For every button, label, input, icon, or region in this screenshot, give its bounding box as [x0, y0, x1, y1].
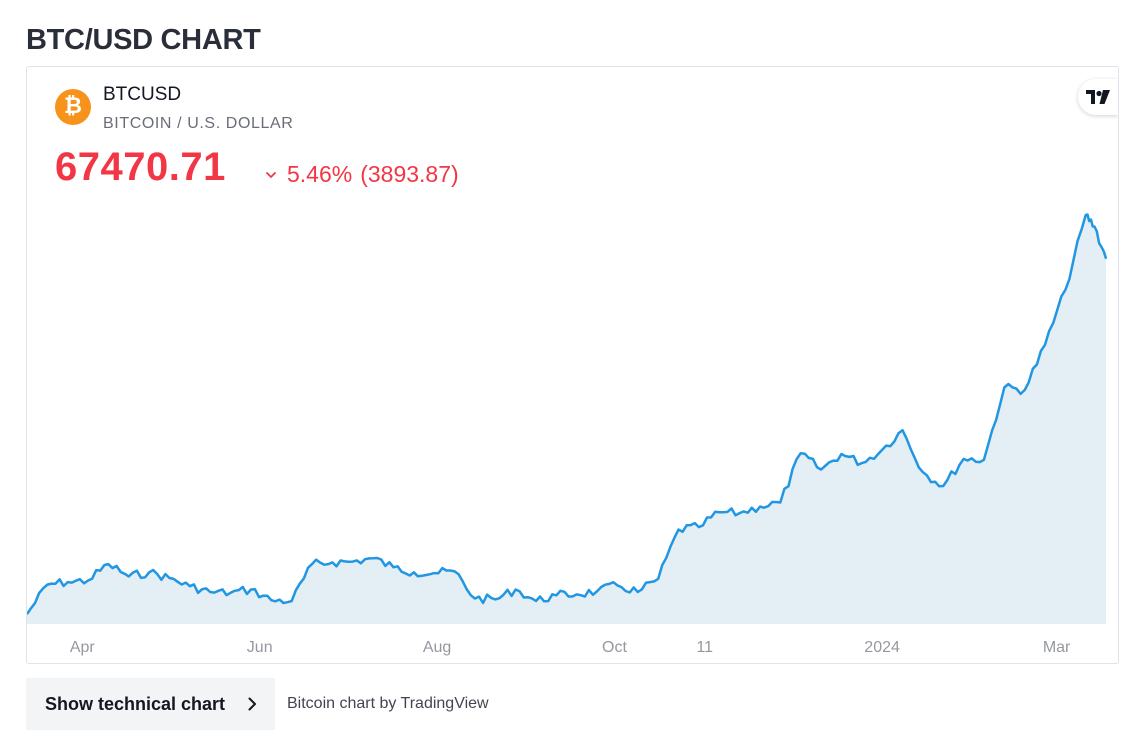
change-value: (3893.87) — [360, 161, 459, 187]
bitcoin-icon: ₿ — [55, 89, 91, 125]
x-tick-label: Mar — [1043, 639, 1071, 656]
change-percent: 5.46% — [287, 161, 353, 187]
symbol-description: BITCOIN / U.S. DOLLAR — [103, 115, 294, 132]
symbol-name[interactable]: BTCUSD — [103, 84, 182, 105]
price-change: 5.46% (3893.87) — [265, 161, 459, 188]
tradingview-credit-link[interactable]: Bitcoin chart by TradingView — [287, 695, 489, 712]
x-axis-ticks: Apr Jun Aug Oct 11 2024 Mar — [70, 639, 1071, 656]
tradingview-logo-icon[interactable] — [1078, 79, 1118, 115]
x-tick-label: Aug — [423, 639, 451, 656]
chart-widget[interactable]: Apr Jun Aug Oct 11 2024 Mar ₿ BTCUSD BITCOIN /… — [26, 66, 1119, 664]
x-tick-label: Jun — [247, 639, 273, 656]
price-area-fill — [27, 214, 1107, 624]
page-title: BTC/USD CHART — [26, 24, 261, 56]
price-line — [27, 213, 1108, 615]
x-tick-label: Oct — [602, 639, 627, 656]
x-tick-label: 2024 — [864, 639, 900, 656]
tech-button-label: Show technical chart — [45, 693, 226, 714]
show-technical-chart-button[interactable]: Show technical chart — [26, 678, 275, 730]
x-tick-label: 11 — [696, 639, 713, 656]
last-price: 67470.71 — [55, 145, 226, 189]
footer-bar: Show technical chart Bitcoin chart by Tr… — [26, 678, 489, 730]
arrow-down-icon — [266, 171, 276, 178]
chevron-right-icon — [248, 697, 257, 711]
x-tick-label: Apr — [70, 639, 96, 656]
price-chart[interactable]: Apr Jun Aug Oct 11 2024 Mar — [27, 67, 1119, 664]
